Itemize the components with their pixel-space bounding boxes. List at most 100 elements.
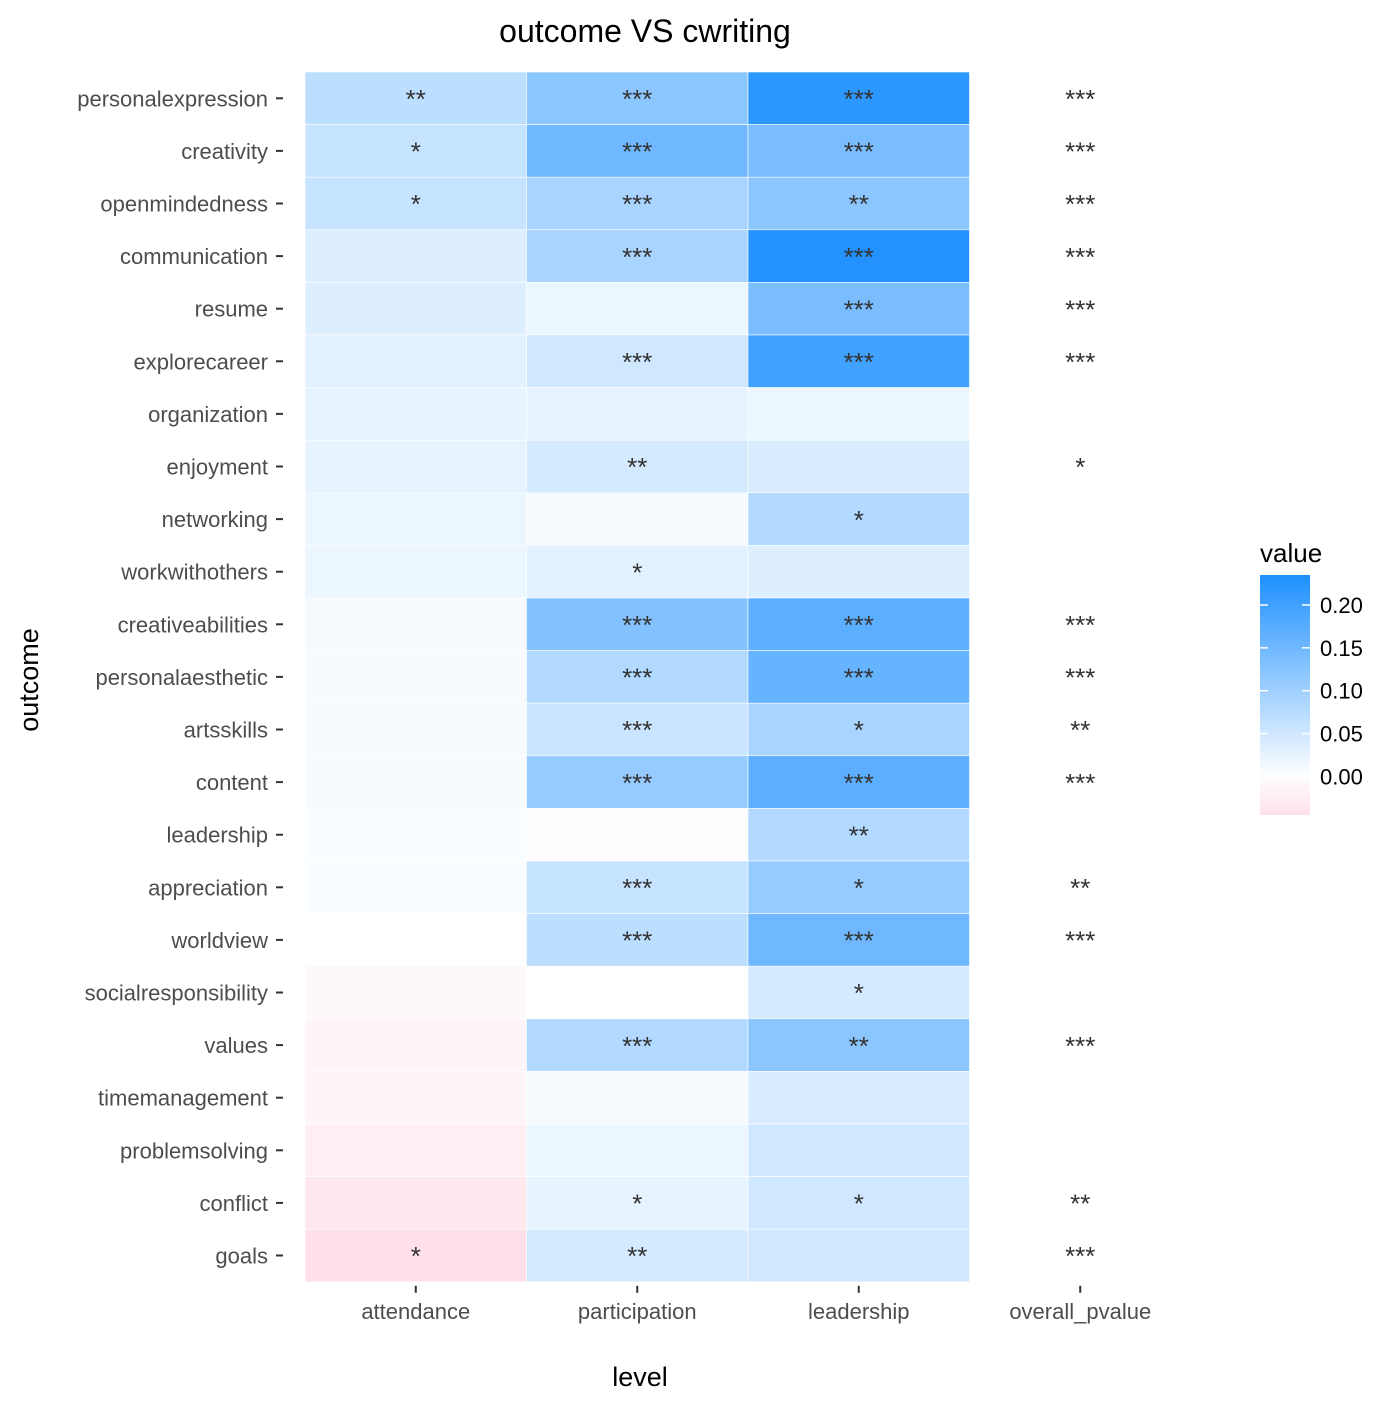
y-axis-title: outcome	[14, 628, 44, 732]
legend-tick-label: 0.00	[1320, 764, 1363, 789]
heatmap-cell	[747, 492, 970, 546]
y-tick-label: organization	[148, 402, 268, 427]
significance-label: ***	[844, 347, 874, 377]
heatmap-cell	[526, 1071, 749, 1125]
legend-colorbar	[1260, 575, 1310, 815]
heatmap-cell	[526, 965, 749, 1020]
heatmap-cell	[304, 439, 527, 494]
heatmap-cell	[526, 808, 749, 862]
heatmap-cell	[304, 650, 527, 704]
x-axis-title: level	[612, 1362, 668, 1392]
y-tick-label: creativeabilities	[118, 612, 268, 637]
x-tick-label: attendance	[361, 1299, 470, 1324]
y-tick-label: networking	[162, 507, 268, 532]
significance-label: **	[849, 820, 869, 850]
heatmap-cell	[747, 545, 970, 599]
significance-label: ***	[844, 137, 874, 167]
significance-label: ***	[622, 768, 652, 798]
significance-label: *	[1075, 452, 1085, 482]
significance-label: ***	[622, 873, 652, 903]
y-tick-label: creativity	[181, 139, 268, 164]
heatmap-cell	[304, 1018, 527, 1072]
significance-label: **	[1070, 873, 1090, 903]
significance-label: ***	[1065, 768, 1095, 798]
significance-label: *	[854, 505, 864, 535]
heatmap-cell	[747, 808, 970, 862]
y-tick-label: content	[196, 770, 268, 795]
heatmap-cell	[526, 334, 749, 388]
heatmap-cell	[526, 913, 749, 967]
heatmap-cell	[747, 1071, 970, 1125]
significance-label: **	[406, 84, 426, 114]
heatmap-cell	[747, 1123, 970, 1177]
significance-label: ***	[1065, 926, 1095, 956]
significance-label: ***	[622, 347, 652, 377]
significance-label: ***	[622, 926, 652, 956]
heatmap-cell	[526, 439, 749, 494]
significance-label: *	[854, 978, 864, 1008]
heatmap-cell	[304, 702, 527, 757]
y-tick-label: problemsolving	[120, 1138, 268, 1163]
heatmap-cell	[304, 965, 527, 1020]
significance-label: **	[849, 1031, 869, 1061]
y-tick-label: personalexpression	[77, 86, 268, 111]
heatmap-cell	[526, 650, 749, 704]
significance-label: ***	[622, 715, 652, 745]
legend-tick-label: 0.15	[1320, 636, 1363, 661]
heatmap-cell	[304, 334, 527, 388]
significance-label: *	[854, 873, 864, 903]
significance-label: **	[1070, 715, 1090, 745]
significance-stars: ** *** *** **** *** *** **** *** ** ****** *** ****…	[406, 84, 1096, 1271]
heatmap-cell	[304, 545, 527, 599]
heatmap-cell	[304, 492, 527, 546]
heatmap-cell	[747, 1176, 970, 1230]
heatmap-cell	[747, 334, 970, 388]
significance-label: ***	[844, 663, 874, 693]
significance-label: ***	[1065, 663, 1095, 693]
heatmap-cell	[526, 492, 749, 546]
y-tick-label: openmindedness	[100, 192, 268, 217]
heatmap-cell	[747, 650, 970, 704]
heatmap-cell	[526, 545, 749, 599]
heatmap-cell	[747, 860, 970, 914]
heatmap-cell	[526, 1018, 749, 1072]
heatmap-cell	[526, 1123, 749, 1177]
y-tick-label: conflict	[200, 1191, 268, 1216]
significance-label: ***	[1065, 1031, 1095, 1061]
heatmap-cell	[304, 124, 527, 178]
x-tick-label: participation	[578, 1299, 697, 1324]
significance-label: ***	[1065, 347, 1095, 377]
chart-title: outcome VS cwriting	[499, 13, 791, 49]
heatmap-cell	[304, 860, 527, 914]
y-tick-label: worldview	[170, 928, 268, 953]
significance-label: ***	[622, 663, 652, 693]
significance-label: ***	[1065, 189, 1095, 219]
significance-label: **	[627, 1241, 647, 1271]
legend-tick-label: 0.20	[1320, 593, 1363, 618]
significance-label: ***	[1065, 1241, 1095, 1271]
significance-label: *	[411, 137, 421, 167]
y-tick-label: artsskills	[184, 718, 268, 743]
y-tick-label: timemanagement	[98, 1086, 268, 1111]
y-tick-label: explorecareer	[133, 349, 268, 374]
y-tick-label: enjoyment	[166, 455, 268, 480]
heatmap-cell	[304, 808, 527, 862]
significance-label: **	[849, 189, 869, 219]
heatmap-cell	[747, 702, 970, 757]
significance-label: ***	[1065, 137, 1095, 167]
y-tick-label: appreciation	[148, 875, 268, 900]
y-tick-label: socialresponsibility	[85, 981, 268, 1006]
significance-label: ***	[844, 610, 874, 640]
heatmap-cell	[304, 387, 527, 441]
heatmap-cell	[747, 439, 970, 494]
heatmap-cell	[747, 597, 970, 651]
heatmap-cell	[747, 387, 970, 441]
significance-label: *	[854, 1189, 864, 1219]
heatmap-cell	[304, 282, 527, 336]
heatmap-cell	[304, 1176, 527, 1230]
significance-label: ***	[844, 926, 874, 956]
significance-label: ***	[622, 242, 652, 272]
significance-label: *	[854, 715, 864, 745]
